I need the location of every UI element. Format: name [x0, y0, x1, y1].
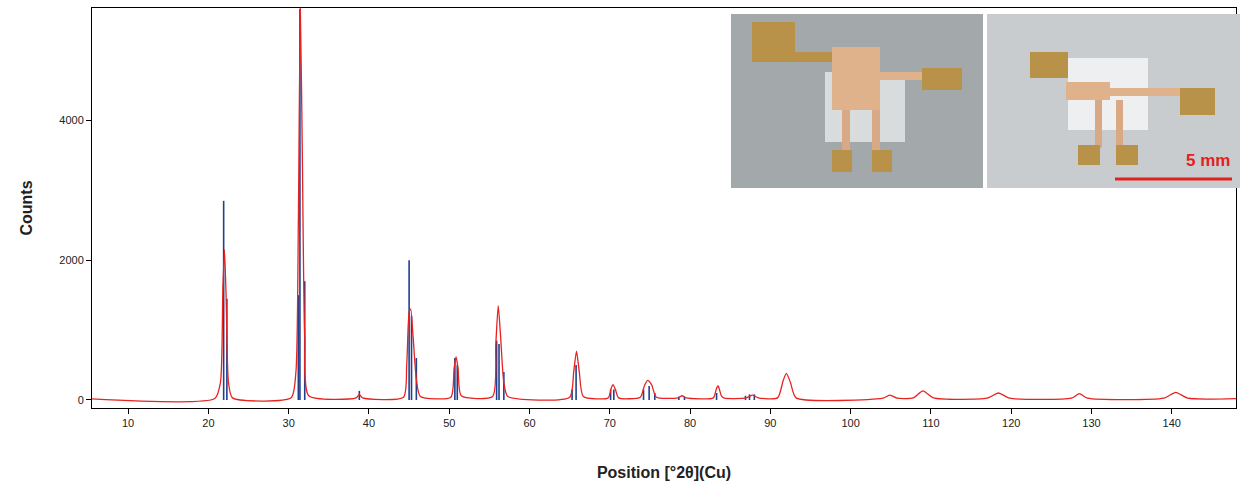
- svg-text:Position [°2θ](Cu): Position [°2θ](Cu): [597, 464, 731, 481]
- svg-text:10: 10: [122, 417, 134, 429]
- svg-text:40: 40: [363, 417, 375, 429]
- svg-text:100: 100: [841, 417, 859, 429]
- svg-text:120: 120: [1002, 417, 1020, 429]
- svg-text:110: 110: [922, 417, 940, 429]
- svg-text:0: 0: [78, 394, 84, 406]
- svg-text:30: 30: [283, 417, 295, 429]
- svg-text:20: 20: [202, 417, 214, 429]
- svg-text:130: 130: [1082, 417, 1100, 429]
- svg-text:80: 80: [684, 417, 696, 429]
- svg-text:4000: 4000: [59, 114, 83, 126]
- svg-text:140: 140: [1163, 417, 1181, 429]
- svg-text:70: 70: [604, 417, 616, 429]
- svg-text:60: 60: [523, 417, 535, 429]
- svg-text:50: 50: [443, 417, 455, 429]
- svg-text:Counts: Counts: [18, 180, 35, 235]
- svg-text:5 mm: 5 mm: [1186, 151, 1230, 170]
- svg-text:90: 90: [764, 417, 776, 429]
- svg-text:2000: 2000: [59, 254, 83, 266]
